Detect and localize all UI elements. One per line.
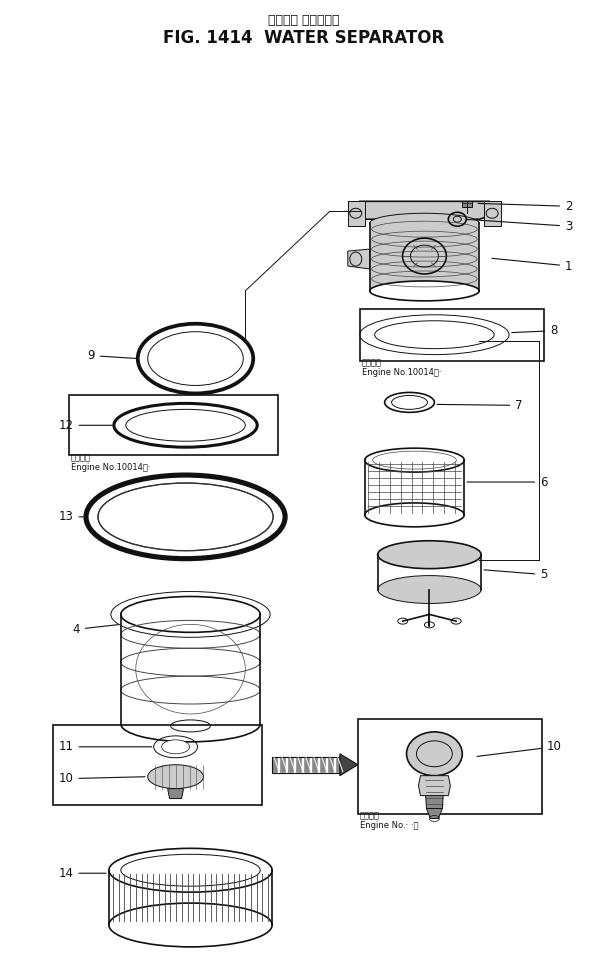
Polygon shape bbox=[168, 789, 184, 799]
Text: Engine No.· ·～: Engine No.· ·～ bbox=[360, 821, 418, 831]
Polygon shape bbox=[320, 757, 326, 772]
Polygon shape bbox=[280, 757, 286, 772]
Text: 11: 11 bbox=[58, 740, 152, 753]
Polygon shape bbox=[272, 757, 278, 772]
Ellipse shape bbox=[370, 281, 479, 301]
Bar bbox=[53, 725, 262, 805]
Text: 5: 5 bbox=[484, 568, 548, 581]
Text: 4: 4 bbox=[72, 622, 118, 636]
Text: FIG. 1414  WATER SEPARATOR: FIG. 1414 WATER SEPARATOR bbox=[164, 29, 444, 47]
Text: 10: 10 bbox=[477, 740, 561, 757]
Ellipse shape bbox=[148, 765, 204, 789]
Text: 3: 3 bbox=[467, 219, 573, 233]
Text: 6: 6 bbox=[467, 475, 548, 489]
Text: 適用号数: 適用号数 bbox=[360, 811, 380, 820]
Polygon shape bbox=[348, 202, 365, 226]
Text: 1: 1 bbox=[492, 258, 573, 273]
Text: 適用号数: 適用号数 bbox=[71, 453, 91, 462]
Bar bbox=[69, 395, 278, 455]
Polygon shape bbox=[424, 775, 444, 808]
Ellipse shape bbox=[378, 576, 481, 604]
Ellipse shape bbox=[392, 395, 427, 409]
Ellipse shape bbox=[98, 483, 273, 550]
Polygon shape bbox=[340, 754, 358, 775]
Bar bbox=[272, 757, 340, 772]
Ellipse shape bbox=[162, 740, 190, 754]
Polygon shape bbox=[462, 202, 472, 207]
Ellipse shape bbox=[378, 541, 481, 569]
Text: 8: 8 bbox=[512, 324, 558, 337]
Polygon shape bbox=[484, 202, 501, 226]
Text: Engine No.10014－·: Engine No.10014－· bbox=[362, 367, 441, 377]
Ellipse shape bbox=[407, 731, 462, 775]
Ellipse shape bbox=[370, 213, 479, 233]
Polygon shape bbox=[426, 808, 443, 818]
Polygon shape bbox=[312, 757, 318, 772]
Text: 14: 14 bbox=[58, 867, 106, 880]
Ellipse shape bbox=[375, 320, 494, 349]
Polygon shape bbox=[418, 775, 451, 796]
Ellipse shape bbox=[126, 409, 245, 441]
Text: 13: 13 bbox=[58, 510, 83, 523]
Text: 9: 9 bbox=[87, 349, 136, 362]
Bar bbox=[360, 309, 544, 360]
Text: 2: 2 bbox=[478, 200, 573, 212]
Text: 12: 12 bbox=[58, 419, 112, 431]
Bar bbox=[358, 719, 542, 813]
Text: ウォータ セパレータ: ウォータ セパレータ bbox=[268, 14, 340, 26]
Text: 10: 10 bbox=[58, 772, 145, 785]
Text: 7: 7 bbox=[437, 399, 523, 412]
Polygon shape bbox=[370, 223, 479, 291]
Polygon shape bbox=[288, 757, 294, 772]
Polygon shape bbox=[336, 757, 342, 772]
Polygon shape bbox=[348, 249, 370, 269]
Text: 適用号数: 適用号数 bbox=[362, 358, 382, 367]
Polygon shape bbox=[296, 757, 302, 772]
Polygon shape bbox=[304, 757, 310, 772]
Polygon shape bbox=[360, 202, 489, 219]
Text: Engine No.10014－·: Engine No.10014－· bbox=[71, 463, 151, 472]
Polygon shape bbox=[328, 757, 334, 772]
